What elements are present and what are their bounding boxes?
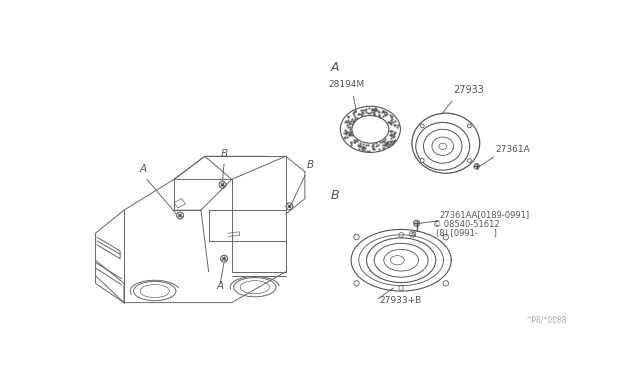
- Text: A: A: [140, 164, 147, 174]
- Text: ^P8/*0088: ^P8/*0088: [525, 315, 566, 324]
- Circle shape: [467, 124, 471, 128]
- Circle shape: [354, 280, 359, 286]
- Circle shape: [413, 220, 420, 226]
- Text: © 08540-51612: © 08540-51612: [433, 221, 500, 230]
- Circle shape: [399, 286, 403, 290]
- Text: S: S: [410, 231, 415, 237]
- Circle shape: [288, 205, 291, 208]
- Text: 28194M: 28194M: [328, 80, 364, 89]
- Circle shape: [420, 158, 424, 163]
- Circle shape: [467, 158, 471, 163]
- Circle shape: [399, 232, 403, 237]
- Text: (8) [0991-      ]: (8) [0991- ]: [436, 229, 497, 238]
- Text: B: B: [221, 148, 228, 158]
- Circle shape: [179, 214, 182, 217]
- Text: B: B: [307, 160, 314, 170]
- Circle shape: [443, 234, 449, 240]
- Circle shape: [420, 124, 424, 128]
- Circle shape: [443, 280, 449, 286]
- Circle shape: [221, 183, 224, 186]
- Text: A: A: [216, 281, 224, 291]
- Text: B: B: [330, 189, 339, 202]
- Text: 27933+B: 27933+B: [380, 296, 422, 305]
- Text: 27361A: 27361A: [495, 145, 530, 154]
- Circle shape: [354, 234, 359, 240]
- Circle shape: [223, 257, 225, 260]
- Circle shape: [474, 164, 479, 169]
- Text: 27361AA[0189-0991]: 27361AA[0189-0991]: [440, 211, 530, 219]
- Text: A: A: [330, 61, 339, 74]
- Text: 27933: 27933: [454, 86, 484, 96]
